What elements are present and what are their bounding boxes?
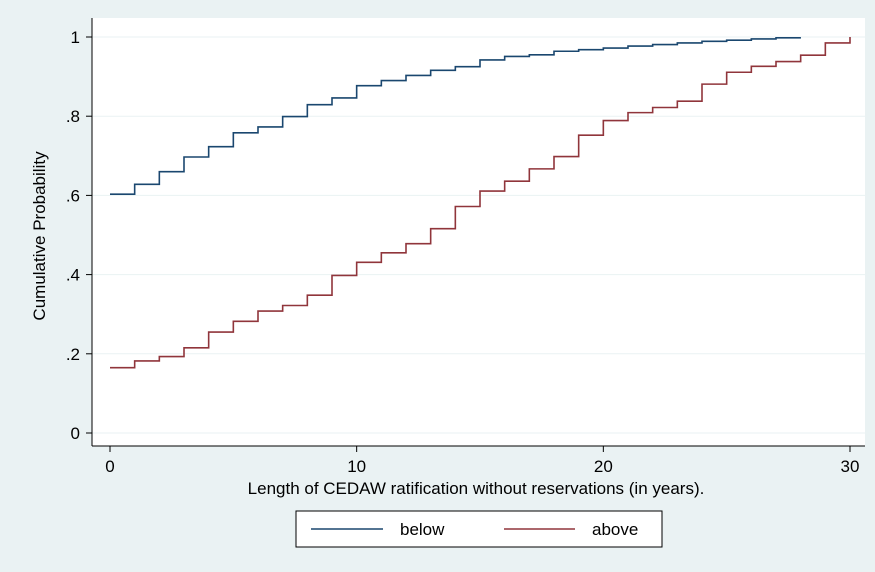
y-tick-label: 0	[71, 424, 80, 443]
y-axis: 0 .2 .4 .6 .8 1	[66, 18, 93, 446]
y-axis-title: Cumulative Probability	[30, 151, 49, 321]
x-axis: 0 10 20 30	[92, 445, 865, 476]
series-line-below	[110, 36, 801, 196]
x-tick-label: 30	[841, 457, 860, 476]
y-tick-label: .6	[66, 186, 80, 205]
legend-label-above: above	[592, 520, 638, 539]
series-line-above	[110, 37, 851, 369]
x-tick-label: 0	[105, 457, 114, 476]
plot-area	[92, 18, 865, 446]
y-tick-label: .8	[66, 107, 80, 126]
y-tick-label: .4	[66, 266, 80, 285]
series-layer	[110, 36, 851, 369]
x-tick-label: 20	[594, 457, 613, 476]
y-tick-label: 1	[71, 28, 80, 47]
x-axis-title: Length of CEDAW ratification without res…	[248, 479, 705, 498]
legend: below above	[295, 510, 663, 548]
legend-label-below: below	[400, 520, 445, 539]
grid-lines	[92, 36, 865, 434]
x-tick-label: 10	[347, 457, 366, 476]
y-tick-label: .2	[66, 345, 80, 364]
